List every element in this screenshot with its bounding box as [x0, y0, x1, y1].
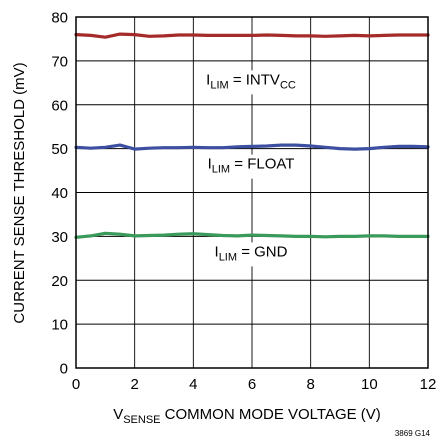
- series-label-text: ILIM = GND: [215, 243, 288, 263]
- series-labels: ILIM = INTVCC ILIM = FLOAT ILIM = GND: [202, 70, 300, 267]
- y-tick-label: 50: [51, 141, 68, 158]
- series-line-0: [74, 32, 430, 39]
- series-label-2: ILIM = GND: [210, 242, 292, 267]
- x-tick-label: 2: [130, 376, 138, 393]
- y-tick-label: 80: [51, 10, 68, 27]
- y-axis-label: CURRENT SENSE THRESHOLD (mV): [11, 62, 28, 323]
- y-tick-label: 30: [51, 229, 68, 246]
- y-tick-label: 60: [51, 97, 68, 114]
- y-tick-label: 0: [60, 361, 68, 378]
- plot-frame: [75, 16, 429, 369]
- y-tick-labels: 0 10 20 30 40 50 60 70 80: [51, 10, 68, 378]
- y-tick-label: 10: [51, 317, 68, 334]
- x-tick-label: 12: [420, 376, 437, 393]
- x-tick-labels: 0 2 4 6 8 10 12: [72, 376, 437, 393]
- series-layer: [74, 32, 430, 239]
- y-tick-label: 40: [51, 185, 68, 202]
- series-label-bg: [203, 154, 299, 179]
- figure-id: 3869 G14: [395, 429, 431, 438]
- y-tick-label: 70: [51, 53, 68, 70]
- grid: [75, 16, 429, 369]
- x-tick-label: 10: [361, 376, 378, 393]
- series-label-text: ILIM = FLOAT: [208, 156, 295, 176]
- x-tick-label: 0: [72, 376, 80, 393]
- series-label-bg: [210, 242, 292, 267]
- series-label-1: ILIM = FLOAT: [203, 154, 299, 179]
- x-axis-label: VSENSE COMMON MODE VOLTAGE (V): [113, 406, 381, 426]
- x-tick-label: 6: [248, 376, 256, 393]
- series-line-1: [74, 143, 430, 151]
- y-tick-label: 20: [51, 273, 68, 290]
- x-tick-label: 4: [189, 376, 197, 393]
- series-line-2: [74, 231, 430, 239]
- x-tick-label: 8: [306, 376, 314, 393]
- series-label-bg: [202, 70, 300, 95]
- series-label-text: ILIM = INTVCC: [206, 71, 296, 91]
- series-label-0: ILIM = INTVCC: [202, 70, 300, 95]
